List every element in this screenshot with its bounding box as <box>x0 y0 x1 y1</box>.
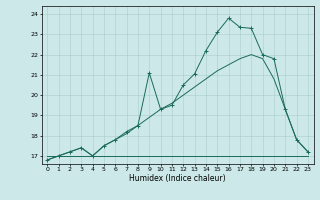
X-axis label: Humidex (Indice chaleur): Humidex (Indice chaleur) <box>129 174 226 183</box>
